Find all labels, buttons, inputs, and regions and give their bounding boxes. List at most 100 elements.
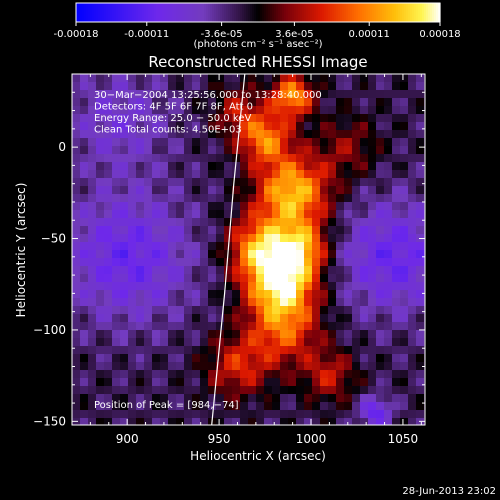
heatmap-cell <box>384 250 393 259</box>
heatmap-cell <box>136 314 145 323</box>
heatmap-cell <box>216 386 225 395</box>
colorbar-cell <box>366 3 369 22</box>
heatmap-cell <box>360 114 369 123</box>
heatmap-cell <box>96 306 105 315</box>
heatmap-cell <box>392 242 401 251</box>
heatmap-cell <box>288 242 297 251</box>
heatmap-cell <box>200 202 209 211</box>
heatmap-cell <box>288 314 297 323</box>
heatmap-cell <box>400 98 409 107</box>
heatmap-cell <box>272 90 281 99</box>
heatmap-cell <box>240 418 249 426</box>
heatmap-cell <box>128 154 137 163</box>
heatmap-cell <box>120 346 129 355</box>
heatmap-cell <box>104 170 113 179</box>
heatmap-cell <box>400 418 409 426</box>
heatmap-cell <box>288 234 297 243</box>
heatmap-cell <box>72 402 81 411</box>
heatmap-cell <box>216 418 225 426</box>
heatmap-cell <box>408 282 417 291</box>
heatmap-cell <box>168 394 177 403</box>
heatmap-cell <box>136 130 145 139</box>
heatmap-cell <box>104 274 113 283</box>
heatmap-cell <box>144 298 153 307</box>
heatmap-cell <box>136 162 145 171</box>
heatmap-cell <box>416 114 425 123</box>
heatmap-cell <box>264 234 273 243</box>
heatmap-cell <box>320 298 329 307</box>
heatmap-cell <box>376 378 385 387</box>
heatmap-cell <box>320 378 329 387</box>
heatmap-cell <box>408 122 417 131</box>
colorbar-cell <box>308 3 311 22</box>
colorbar-cell <box>260 3 263 22</box>
heatmap-cell <box>376 362 385 371</box>
heatmap-cell <box>352 186 361 195</box>
heatmap-cell <box>384 378 393 387</box>
heatmap-cell <box>304 354 313 363</box>
heatmap-cell <box>104 98 113 107</box>
heatmap-cell <box>216 410 225 419</box>
heatmap-cell <box>416 226 425 235</box>
heatmap-cell <box>416 354 425 363</box>
heatmap-cell <box>280 170 289 179</box>
heatmap-cell <box>152 218 161 227</box>
heatmap-cell <box>264 138 273 147</box>
heatmap-cell <box>320 162 329 171</box>
heatmap-cell <box>320 234 329 243</box>
heatmap-cell <box>408 234 417 243</box>
heatmap-cell <box>96 162 105 171</box>
heatmap-cell <box>128 330 137 339</box>
colorbar-cell <box>136 3 139 22</box>
heatmap-cell <box>120 378 129 387</box>
heatmap-cell <box>248 154 257 163</box>
heatmap-cell <box>304 410 313 419</box>
heatmap-cell <box>208 74 217 83</box>
heatmap-cell <box>360 90 369 99</box>
heatmap-cell <box>152 282 161 291</box>
heatmap-cell <box>200 338 209 347</box>
heatmap-cell <box>392 74 401 83</box>
heatmap-cell <box>376 82 385 91</box>
heatmap-cell <box>224 274 233 283</box>
heatmap-cell <box>288 138 297 147</box>
heatmap-cell <box>88 338 97 347</box>
colorbar-cell <box>212 3 215 22</box>
heatmap-cell <box>120 202 129 211</box>
heatmap-cell <box>152 250 161 259</box>
heatmap-cell <box>168 98 177 107</box>
heatmap-cell <box>256 114 265 123</box>
heatmap-cell <box>104 218 113 227</box>
heatmap-cell <box>192 354 201 363</box>
heatmap-cell <box>112 258 121 267</box>
heatmap-cell <box>200 170 209 179</box>
heatmap-cell <box>328 386 337 395</box>
heatmap-cell <box>216 98 225 107</box>
heatmap-cell <box>352 106 361 115</box>
heatmap-cell <box>256 210 265 219</box>
heatmap-cell <box>72 114 81 123</box>
heatmap-cell <box>136 362 145 371</box>
heatmap-cell <box>208 218 217 227</box>
heatmap-cell <box>232 354 241 363</box>
heatmap-cell <box>360 362 369 371</box>
heatmap-cell <box>344 170 353 179</box>
heatmap-cell <box>72 394 81 403</box>
heatmap-cell <box>280 274 289 283</box>
heatmap-cell <box>288 194 297 203</box>
heatmap-cell <box>152 330 161 339</box>
heatmap-cell <box>208 290 217 299</box>
heatmap-cell <box>328 418 337 426</box>
heatmap-cell <box>104 186 113 195</box>
colorbar-cell <box>140 3 143 22</box>
heatmap-cell <box>328 98 337 107</box>
heatmap-cell <box>224 114 233 123</box>
heatmap-cell <box>248 274 257 283</box>
heatmap-cell <box>304 98 313 107</box>
heatmap-cell <box>176 354 185 363</box>
heatmap-cell <box>384 98 393 107</box>
heatmap-cell <box>304 322 313 331</box>
heatmap-cell <box>416 202 425 211</box>
heatmap-cell <box>248 82 257 91</box>
heatmap-cell <box>328 106 337 115</box>
